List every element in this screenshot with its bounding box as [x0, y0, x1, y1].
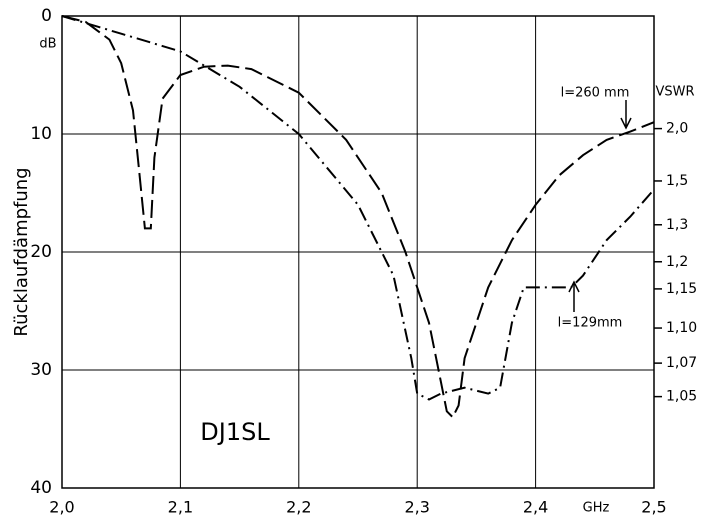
y-tick-label: 20 — [30, 242, 52, 262]
y2-tick-label: 1,3 — [666, 217, 688, 233]
x-unit: GHz — [583, 501, 610, 516]
y-tick-label: 0 — [41, 6, 52, 26]
series-label: l=260 mm — [561, 86, 630, 101]
y-axis-label: Rücklaufdämpfung — [11, 167, 32, 336]
y2-tick-label: 1,07 — [666, 355, 697, 371]
annotation: DJ1SL — [200, 418, 270, 446]
x-tick-label: 2,0 — [49, 498, 74, 517]
y-unit: dB — [39, 37, 56, 52]
y2-tick-label: 1,05 — [666, 389, 697, 405]
series-label: l=129mm — [558, 316, 623, 331]
x-tick-label: 2,4 — [523, 498, 548, 517]
x-tick-label: 2,3 — [404, 498, 429, 517]
line — [61, 15, 655, 401]
y2-tick-label: 1,15 — [666, 281, 697, 297]
x-tick-label: 2,1 — [168, 498, 193, 517]
arrow — [620, 100, 632, 130]
y-tick-label: 40 — [30, 478, 52, 498]
arrow — [568, 280, 580, 312]
y-tick-label: 10 — [30, 124, 52, 144]
x-tick-label: 2,5 — [641, 498, 666, 517]
y2-tick-label: 1,10 — [666, 320, 697, 336]
y2-tick-label: 2,0 — [666, 121, 688, 137]
x-tick-label: 2,2 — [286, 498, 311, 517]
y-tick-label: 30 — [30, 360, 52, 380]
y2-axis-label: VSWR — [655, 85, 694, 100]
y2-tick-label: 1,5 — [666, 173, 688, 189]
y2-tick-label: 1,2 — [666, 254, 688, 270]
line — [61, 15, 655, 419]
